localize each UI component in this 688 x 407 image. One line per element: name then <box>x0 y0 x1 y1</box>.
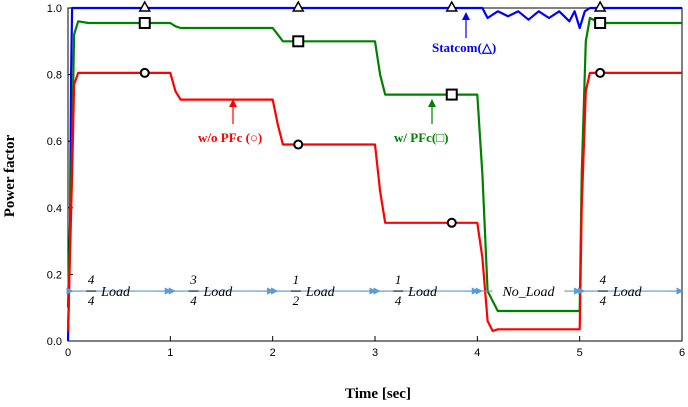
w-pfc-label: w/ PFc(□) <box>394 130 448 145</box>
load-fraction-numerator: 1 <box>395 272 402 287</box>
load-word: Load <box>612 285 643 300</box>
statcom-label: Statcom(△) <box>432 40 496 55</box>
series-line-triangle <box>66 6 682 342</box>
circle-marker <box>139 67 150 78</box>
load-word: No_Load <box>501 285 555 300</box>
triangle-marker <box>593 0 607 12</box>
triangle-marker <box>291 0 305 12</box>
load-label-bg <box>593 265 668 316</box>
y-axis-title: Power factor <box>2 134 18 217</box>
square-marker <box>292 35 305 48</box>
load-label-bg <box>82 265 157 316</box>
y-tick-label: 0.2 <box>47 269 62 281</box>
load-label-bg <box>184 265 259 316</box>
x-tick-label: 4 <box>474 347 480 359</box>
load-word: Load <box>203 285 234 300</box>
w-pfc-annotation: w/ PFc(□) <box>394 99 448 145</box>
x-axis-title: Time [sec] <box>345 386 411 402</box>
y-tick-label: 0.0 <box>47 336 62 348</box>
load-segments: 4 4 Load 3 4 Load 1 2 Load 1 4 Load No_Load 4 4 Load <box>66 265 684 316</box>
triangle-marker <box>138 0 152 12</box>
load-fraction-numerator: 4 <box>88 272 95 287</box>
load-word: Load <box>407 285 438 300</box>
load-fraction-numerator: 4 <box>600 272 607 287</box>
marker-layer <box>138 0 607 228</box>
load-label-bg <box>286 265 361 316</box>
x-tick-label: 6 <box>679 347 685 359</box>
triangle-marker <box>445 0 459 12</box>
y-tick-label: 1.0 <box>47 3 62 15</box>
load-label-bg <box>389 265 464 316</box>
circle-marker <box>446 217 457 228</box>
load-fraction-denominator: 4 <box>600 293 607 308</box>
circle-marker <box>595 67 606 78</box>
square-marker <box>445 88 458 101</box>
load-fraction-denominator: 4 <box>395 293 402 308</box>
load-fraction-numerator: 3 <box>189 272 197 287</box>
square-marker <box>138 16 151 29</box>
load-label-bg <box>492 281 565 300</box>
load-word: Load <box>305 285 336 300</box>
circle-marker <box>293 139 304 150</box>
y-tick-label: 0.4 <box>47 203 62 215</box>
load-fraction-numerator: 1 <box>293 272 300 287</box>
load-fraction-denominator: 4 <box>88 293 95 308</box>
x-tick-label: 5 <box>577 347 583 359</box>
wo-pfc-annotation: w/o PFc (○) <box>198 99 262 145</box>
series-line-circle <box>66 71 682 333</box>
y-tick-label: 0.6 <box>47 136 62 148</box>
x-tick-label: 0 <box>65 347 71 359</box>
x-tick-label: 1 <box>167 347 173 359</box>
load-fraction-denominator: 4 <box>190 293 197 308</box>
wo-pfc-label: w/o PFc (○) <box>198 130 262 145</box>
square-marker <box>594 16 607 29</box>
statcom-annotation: Statcom(△) <box>432 12 496 55</box>
x-tick-label: 2 <box>270 347 276 359</box>
x-tick-label: 3 <box>372 347 378 359</box>
x-axis: 0 1 2 3 4 5 6 <box>65 336 685 359</box>
load-word: Load <box>100 285 131 300</box>
y-tick-label: 0.8 <box>47 70 62 82</box>
load-fraction-denominator: 2 <box>293 293 300 308</box>
series-line-square <box>66 16 682 313</box>
